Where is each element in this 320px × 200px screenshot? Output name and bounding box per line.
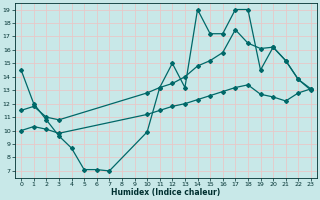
X-axis label: Humidex (Indice chaleur): Humidex (Indice chaleur) (111, 188, 221, 197)
